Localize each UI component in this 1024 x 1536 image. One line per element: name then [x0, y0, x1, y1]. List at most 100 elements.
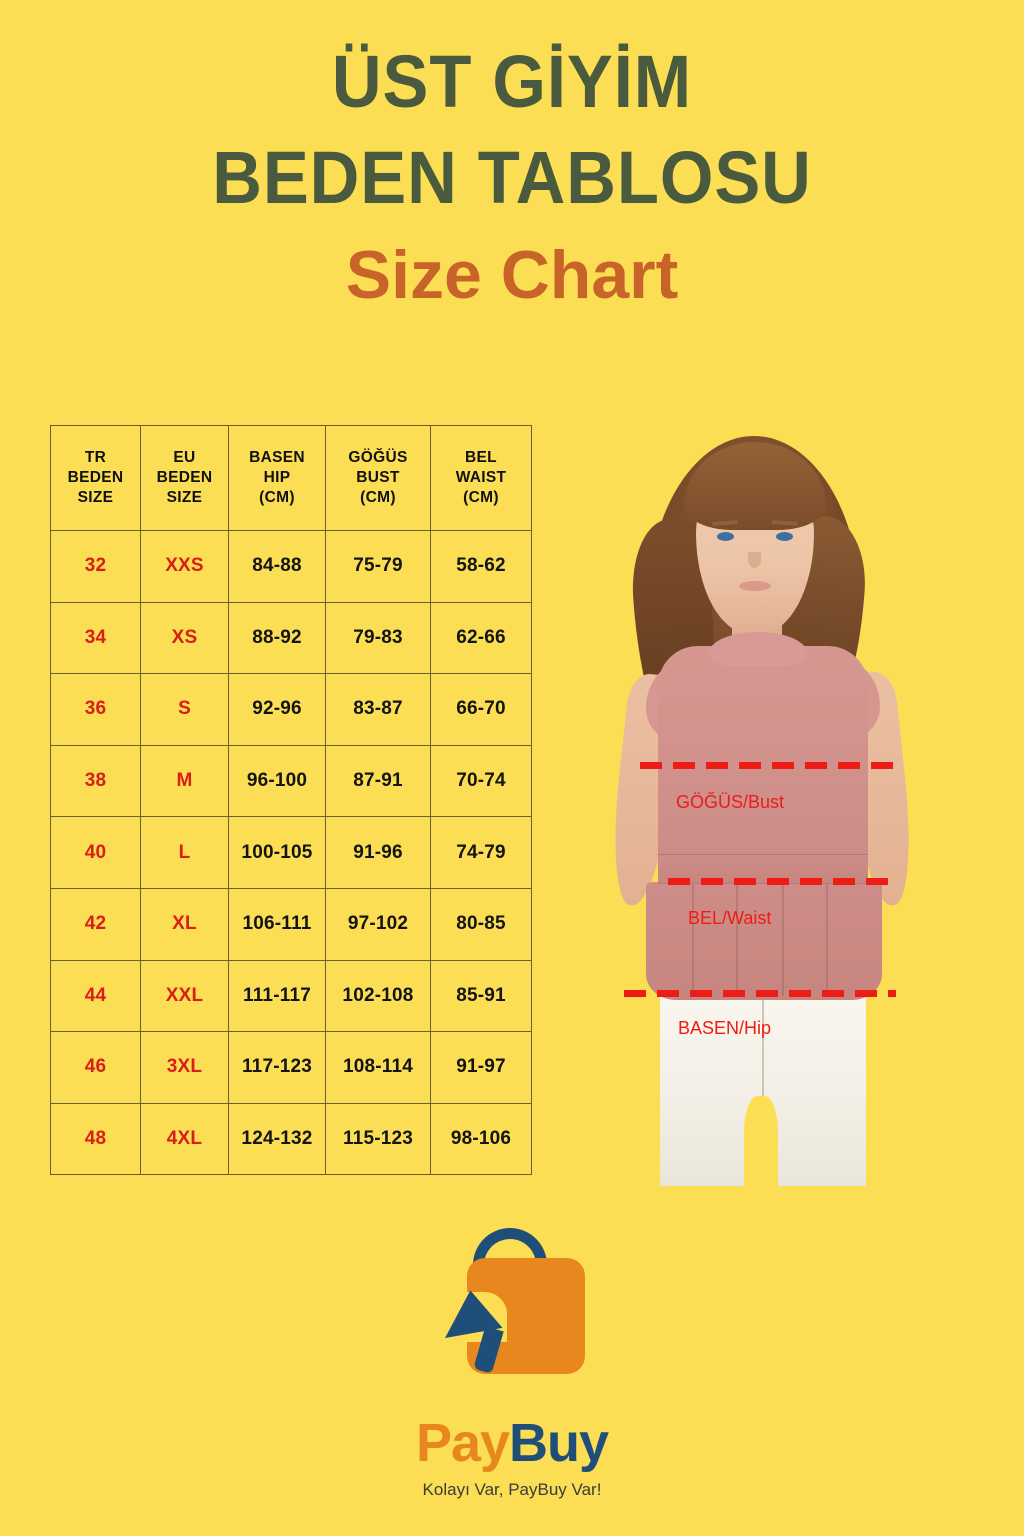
- cell-eu-size: XXS: [140, 530, 229, 603]
- header-line: (CM): [360, 489, 396, 506]
- cell-bust: 75-79: [325, 530, 431, 603]
- pleat-line: [692, 884, 694, 996]
- cell-waist: 62-66: [430, 601, 532, 675]
- column-header-bust: GÖĞÜS BUST (CM): [325, 425, 431, 531]
- hip-measure-label: BASEN/Hip: [678, 1018, 772, 1038]
- cell-bust: 87-91: [325, 744, 431, 818]
- cell-waist: 66-70: [430, 673, 532, 746]
- header-line: EU: [173, 449, 196, 466]
- cell-hip: 124-132: [228, 1102, 326, 1176]
- brand-tagline: Kolayı Var, PayBuy Var!: [422, 1480, 602, 1499]
- header-line: (CM): [463, 489, 499, 506]
- header-line: (CM): [259, 489, 295, 506]
- mouth: [739, 581, 771, 591]
- cell-eu-size: XL: [140, 887, 229, 961]
- pleat-line: [782, 884, 784, 996]
- pleat-line: [736, 884, 738, 996]
- brand-name: PayBuy: [0, 1412, 1024, 1474]
- pleat-line: [826, 884, 828, 996]
- cell-hip: 100-105: [228, 816, 326, 889]
- cell-hip: 92-96: [228, 673, 326, 746]
- header-line: WAIST: [455, 469, 507, 486]
- cell-eu-size: M: [140, 744, 229, 818]
- page-subtitle: Size Chart: [345, 237, 679, 313]
- eye-left: [717, 532, 734, 541]
- brand-name-pay: Pay: [415, 1413, 510, 1473]
- cell-bust: 79-83: [325, 601, 431, 675]
- cell-waist: 98-106: [430, 1102, 532, 1176]
- peplum-skirt: [646, 882, 882, 1000]
- bust-measure-label: GÖĞÜS/Bust: [676, 792, 785, 812]
- cell-eu-size: 4XL: [140, 1102, 229, 1176]
- column-header-tr-size: TR BEDEN SIZE: [50, 425, 141, 531]
- hip-measure-line: [624, 990, 896, 997]
- cell-waist: 80-85: [430, 887, 532, 961]
- table-row: 42 XL 106-111 97-102 80-85: [50, 887, 532, 961]
- cell-tr-size: 32: [50, 530, 141, 603]
- page-title: ÜST GİYİM BEDEN TABLOSU Size Chart: [0, 34, 1024, 318]
- table-row: 34 XS 88-92 79-83 62-66: [50, 601, 532, 675]
- cell-tr-size: 36: [50, 673, 141, 746]
- cell-eu-size: S: [140, 673, 229, 746]
- table-row: 48 4XL 124-132 115-123 98-106: [50, 1102, 532, 1176]
- table-row: 32 XXS 84-88 75-79 58-62: [50, 530, 532, 603]
- trouser-seam: [762, 972, 764, 1172]
- cell-bust: 91-96: [325, 816, 431, 889]
- cell-bust: 83-87: [325, 673, 431, 746]
- model-illustration: GÖĞÜS/Bust BEL/Waist BASEN/Hip: [596, 424, 926, 1186]
- header-line: BEDEN: [67, 469, 124, 486]
- cell-tr-size: 46: [50, 1031, 141, 1104]
- cell-hip: 111-117: [228, 959, 326, 1033]
- cell-hip: 96-100: [228, 744, 326, 818]
- cell-waist: 74-79: [430, 816, 532, 889]
- waist-measure-label: BEL/Waist: [688, 908, 772, 928]
- bag-handle-icon: [473, 1228, 547, 1274]
- size-chart-table: TR BEDEN SIZE EU BEDEN SIZE BASEN HIP (C…: [50, 425, 532, 1176]
- column-header-waist: BEL WAIST (CM): [430, 425, 532, 531]
- cell-eu-size: L: [140, 816, 229, 889]
- cell-eu-size: 3XL: [140, 1031, 229, 1104]
- title-line-2: BEDEN TABLOSU: [212, 136, 812, 219]
- cell-waist: 85-91: [430, 959, 532, 1033]
- cell-tr-size: 42: [50, 887, 141, 961]
- table-row: 46 3XL 117-123 108-114 91-97: [50, 1031, 532, 1104]
- brand-logo: PayBuy Kolayı Var, PayBuy Var!: [0, 1228, 1024, 1500]
- shopping-bag-icon: [407, 1228, 617, 1404]
- header-line: HIP: [263, 469, 291, 486]
- table-header-row: TR BEDEN SIZE EU BEDEN SIZE BASEN HIP (C…: [50, 425, 532, 531]
- cell-bust: 97-102: [325, 887, 431, 961]
- cell-eu-size: XS: [140, 601, 229, 675]
- cell-hip: 117-123: [228, 1031, 326, 1104]
- table-body: 32 XXS 84-88 75-79 58-62 34 XS 88-92 79-…: [50, 530, 532, 1176]
- table-row: 44 XXL 111-117 102-108 85-91: [50, 959, 532, 1033]
- header-line: BEDEN: [156, 469, 213, 486]
- waist-measure-line: [668, 878, 898, 885]
- header-line: BUST: [356, 469, 400, 486]
- column-header-hip: BASEN HIP (CM): [228, 425, 326, 531]
- top-collar: [709, 632, 807, 666]
- title-line-1: ÜST GİYİM: [331, 40, 693, 123]
- header-line: BASEN: [249, 449, 305, 466]
- eye-right: [776, 532, 793, 541]
- cell-tr-size: 34: [50, 601, 141, 675]
- nose: [748, 552, 761, 568]
- cell-waist: 91-97: [430, 1031, 532, 1104]
- cell-bust: 115-123: [325, 1102, 431, 1176]
- cell-bust: 108-114: [325, 1031, 431, 1104]
- header-line: SIZE: [77, 489, 114, 506]
- column-header-eu-size: EU BEDEN SIZE: [140, 425, 229, 531]
- cell-waist: 58-62: [430, 530, 532, 603]
- brand-name-buy: Buy: [509, 1413, 609, 1473]
- cell-waist: 70-74: [430, 744, 532, 818]
- header-line: SIZE: [166, 489, 203, 506]
- cell-hip: 106-111: [228, 887, 326, 961]
- cell-hip: 84-88: [228, 530, 326, 603]
- cell-eu-size: XXL: [140, 959, 229, 1033]
- header-line: BEL: [465, 449, 497, 466]
- cell-hip: 88-92: [228, 601, 326, 675]
- cell-tr-size: 44: [50, 959, 141, 1033]
- table-row: 38 M 96-100 87-91 70-74: [50, 744, 532, 818]
- cell-tr-size: 40: [50, 816, 141, 889]
- header-line: GÖĞÜS: [348, 449, 408, 466]
- table-row: 36 S 92-96 83-87 66-70: [50, 673, 532, 746]
